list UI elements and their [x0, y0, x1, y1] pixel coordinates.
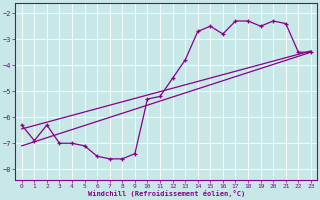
X-axis label: Windchill (Refroidissement éolien,°C): Windchill (Refroidissement éolien,°C)	[88, 190, 245, 197]
